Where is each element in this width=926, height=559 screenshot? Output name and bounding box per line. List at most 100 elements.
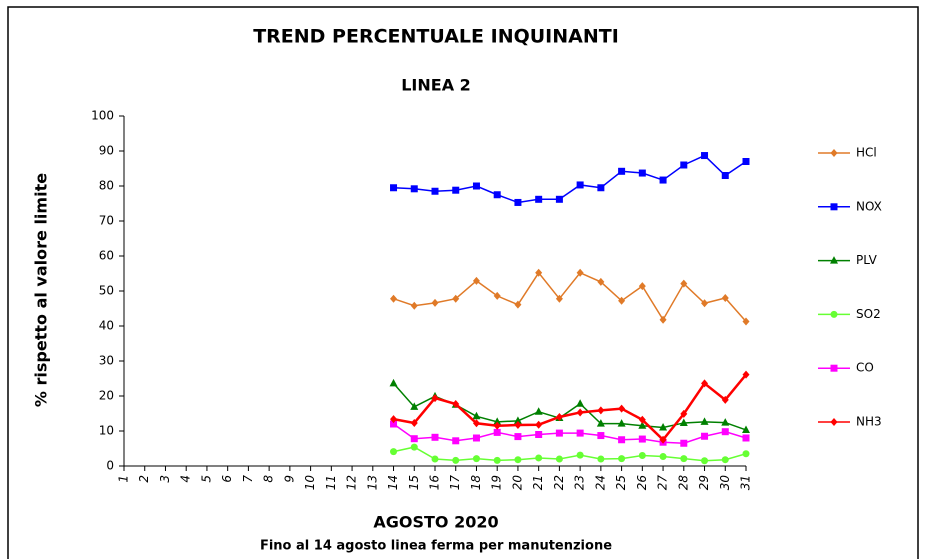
- marker: [514, 421, 522, 430]
- marker: [555, 195, 563, 203]
- legend-label: CO: [856, 361, 874, 375]
- y-tick-label: 10: [99, 424, 114, 438]
- marker: [721, 395, 729, 404]
- y-tick-label: 30: [99, 354, 114, 368]
- x-tick-label: 18: [469, 475, 483, 491]
- marker: [659, 435, 667, 444]
- marker: [390, 448, 398, 456]
- marker: [576, 181, 584, 189]
- series-line: [393, 271, 747, 322]
- x-tick-label: 14: [386, 475, 400, 490]
- marker: [555, 455, 563, 463]
- x-tick-label: 3: [158, 475, 172, 483]
- x-tick-label: 26: [635, 475, 649, 491]
- marker: [618, 296, 626, 305]
- marker: [638, 415, 646, 424]
- legend-label: NOX: [856, 199, 882, 213]
- marker: [576, 451, 584, 459]
- marker: [472, 434, 480, 442]
- y-tick-label: 50: [99, 284, 114, 298]
- marker: [452, 400, 460, 409]
- marker: [742, 158, 750, 165]
- marker: [638, 421, 647, 429]
- marker: [659, 453, 667, 461]
- marker: [680, 409, 688, 418]
- marker: [680, 439, 688, 447]
- marker: [535, 454, 543, 462]
- x-tick-label: 1: [117, 475, 131, 483]
- marker: [721, 172, 729, 179]
- marker: [535, 431, 543, 438]
- marker: [679, 418, 688, 426]
- y-tick-label: 80: [99, 179, 114, 193]
- marker: [700, 417, 709, 425]
- x-tick-label: 15: [407, 475, 421, 490]
- marker: [721, 294, 729, 302]
- series-line: [393, 373, 747, 442]
- marker: [493, 456, 501, 464]
- marker: [721, 418, 730, 426]
- legend-label: PLV: [856, 253, 878, 267]
- x-tick-label: 25: [614, 475, 628, 490]
- marker: [659, 423, 668, 431]
- marker: [431, 187, 439, 195]
- marker: [597, 432, 605, 440]
- marker: [742, 317, 750, 326]
- marker: [535, 268, 543, 277]
- marker: [472, 276, 480, 285]
- y-tick-label: 40: [99, 319, 114, 333]
- marker: [389, 378, 398, 387]
- x-tick-label: 30: [718, 475, 732, 491]
- marker: [493, 191, 501, 199]
- marker: [410, 418, 418, 427]
- x-tick-label: 21: [531, 475, 545, 490]
- marker: [742, 370, 750, 379]
- x-tick-label: 22: [552, 475, 566, 490]
- marker: [742, 434, 750, 442]
- legend-label: NH3: [856, 415, 882, 429]
- marker: [617, 419, 626, 427]
- marker: [452, 456, 460, 464]
- marker: [452, 437, 460, 445]
- marker: [638, 435, 646, 443]
- marker: [514, 456, 522, 464]
- marker: [638, 452, 646, 459]
- marker: [680, 161, 688, 169]
- x-tick-label: 6: [220, 475, 234, 483]
- x-tick-label: 8: [262, 475, 276, 483]
- marker: [452, 294, 460, 303]
- marker: [410, 301, 418, 310]
- x-tick-label: 20: [510, 475, 524, 491]
- marker: [431, 433, 439, 441]
- marker: [721, 456, 729, 464]
- y-tick-label: 90: [99, 144, 114, 158]
- x-tick-label: 17: [448, 475, 462, 491]
- marker: [680, 455, 688, 463]
- y-tick-label: 0: [106, 459, 114, 473]
- legend-label: HCl: [856, 146, 877, 160]
- marker: [472, 455, 480, 463]
- x-tick-label: 9: [282, 475, 296, 483]
- note: Fino al 14 agosto linea ferma per manute…: [260, 539, 612, 554]
- x-tick-label: 7: [241, 475, 255, 483]
- marker: [493, 421, 501, 430]
- x-tick-label: 16: [428, 475, 442, 491]
- y-tick-label: 20: [99, 389, 114, 403]
- marker: [701, 457, 709, 465]
- legend-label: SO2: [856, 307, 881, 321]
- x-tick-label: 28: [676, 475, 690, 491]
- x-tick-label: 27: [656, 475, 670, 491]
- marker: [390, 294, 398, 303]
- marker: [596, 419, 605, 427]
- marker: [514, 433, 522, 441]
- marker: [555, 413, 563, 421]
- marker: [410, 402, 419, 410]
- marker: [721, 428, 729, 436]
- y-tick-label: 70: [99, 214, 114, 228]
- marker: [431, 455, 439, 463]
- x-tick-label: 31: [739, 475, 753, 490]
- x-tick-label: 4: [179, 475, 193, 483]
- marker: [493, 417, 502, 425]
- marker: [659, 176, 667, 184]
